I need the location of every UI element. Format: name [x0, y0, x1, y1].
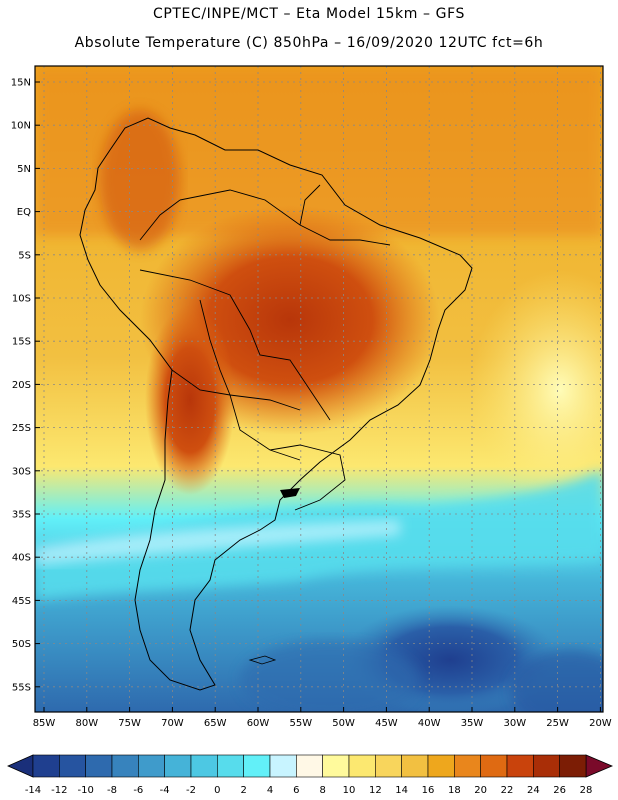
colorbar-label: 2 [240, 785, 246, 796]
colorbar-swatch [401, 754, 429, 778]
colorbar-label: -4 [160, 785, 170, 796]
colorbar-swatch [85, 754, 113, 778]
lon-label: 30W [503, 718, 526, 729]
colorbar-label: 12 [369, 785, 382, 796]
colorbar-swatch [427, 754, 455, 778]
lat-label: 10N [11, 121, 31, 132]
lat-label: EQ [17, 207, 31, 218]
colorbar-label: 26 [553, 785, 566, 796]
lat-lon-grid [35, 66, 603, 712]
south-america-outline [79, 117, 473, 691]
lat-label: 15N [11, 78, 31, 89]
colorbar-label: 6 [293, 785, 299, 796]
colorbar-swatch [243, 754, 271, 778]
colorbar-swatch [164, 754, 192, 778]
lon-label: 40W [418, 718, 441, 729]
colorbar-swatch [480, 754, 508, 778]
lat-label: 10S [12, 294, 31, 305]
lat-label: 5S [18, 250, 31, 261]
lon-label: 55W [289, 718, 312, 729]
colorbar-label: 16 [422, 785, 435, 796]
lon-label: 35W [461, 718, 484, 729]
lon-label: 50W [332, 718, 355, 729]
map-frame [34, 65, 604, 713]
lon-label: 70W [161, 718, 184, 729]
lon-label: 80W [75, 718, 98, 729]
colorbar-swatch [269, 754, 297, 778]
colorbar-label: 22 [501, 785, 514, 796]
lat-label: 25S [12, 423, 31, 434]
temperature-field [35, 66, 603, 712]
colorbar-label: 24 [527, 785, 540, 796]
colorbar-swatch [506, 754, 534, 778]
colorbar-label: -2 [186, 785, 196, 796]
lon-label: 45W [375, 718, 398, 729]
colorbar-high-arrow [585, 754, 614, 778]
lon-label: 25W [546, 718, 569, 729]
colorbar-swatch [111, 754, 139, 778]
colorbar-swatch [217, 754, 244, 778]
lat-label: 40S [12, 553, 31, 564]
colorbar-label: 20 [474, 785, 487, 796]
colorbar-swatch [375, 754, 402, 778]
colorbar-label: 18 [448, 785, 461, 796]
map-subtitle: Absolute Temperature (C) 850hPa – 16/09/… [74, 35, 544, 51]
colorbar-swatch [59, 754, 86, 778]
lat-label: 5N [17, 164, 31, 175]
colorbar [7, 754, 614, 778]
colorbar-label: -12 [51, 785, 67, 796]
colorbar-labels: -14 -12 -10 -8 -6 -4 -2 0 2 4 6 8 10 12 14 16 18 20 22 24 26… [25, 785, 593, 796]
longitude-labels: 85W 80W 75W 70W 65W 60W 55W 50W 45W 40W 35W 30W 25W 2… [33, 707, 612, 729]
lon-label: 60W [247, 718, 270, 729]
lat-label: 20S [12, 380, 31, 391]
colorbar-label: 10 [343, 785, 356, 796]
colorbar-low-arrow [7, 754, 34, 778]
lat-label: 55S [12, 682, 31, 693]
lon-label: 65W [204, 718, 227, 729]
lon-label: 20W [589, 718, 612, 729]
map-title: CPTEC/INPE/MCT – Eta Model 15km – GFS [152, 6, 466, 22]
colorbar-label: 8 [319, 785, 325, 796]
lat-label: 45S [12, 596, 31, 607]
lat-label: 50S [12, 639, 31, 650]
colorbar-label: 14 [395, 785, 408, 796]
colorbar-swatch [138, 754, 165, 778]
latitude-labels: 15N 10N 5N EQ 5S 10S 15S 20S 25S 30S 35S 40S 45S 50S 5… [11, 78, 40, 693]
colorbar-label: -6 [133, 785, 143, 796]
colorbar-label: -8 [107, 785, 117, 796]
colorbar-label: -14 [25, 785, 41, 796]
colorbar-swatch [296, 754, 323, 778]
lat-label: 15S [12, 337, 31, 348]
lon-label: 85W [33, 718, 56, 729]
lat-label: 30S [12, 466, 31, 477]
country-borders [139, 184, 391, 511]
colorbar-swatch [32, 754, 60, 778]
lat-label: 35S [12, 510, 31, 521]
colorbar-swatch [533, 754, 560, 778]
colorbar-swatch [454, 754, 481, 778]
colorbar-swatch [559, 754, 587, 778]
colorbar-swatch [190, 754, 218, 778]
colorbar-label: -10 [77, 785, 93, 796]
colorbar-label: 28 [580, 785, 593, 796]
colorbar-label: 0 [214, 785, 220, 796]
colorbar-swatch [322, 754, 350, 778]
lon-label: 75W [118, 718, 141, 729]
colorbar-label: 4 [267, 785, 273, 796]
colorbar-swatch [348, 754, 376, 778]
